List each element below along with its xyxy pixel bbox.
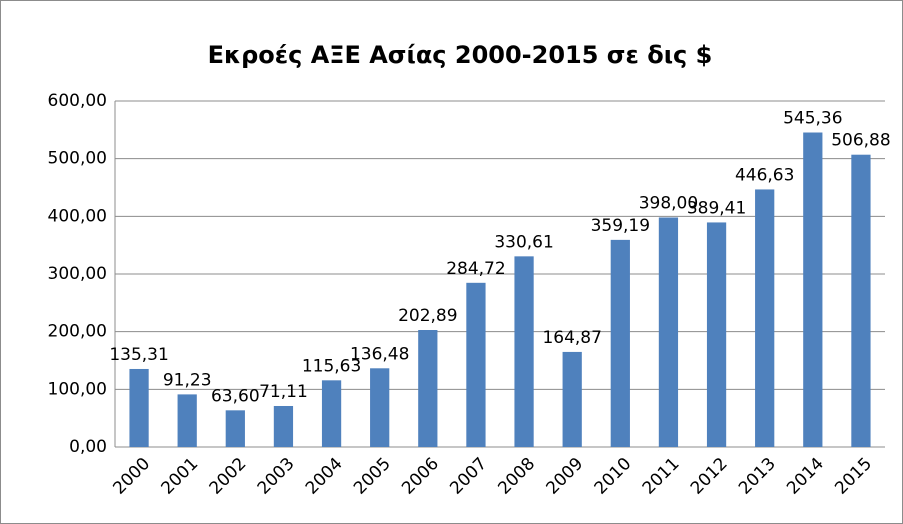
data-label: 115,63 — [302, 356, 361, 376]
y-tick-label: 100,00 — [48, 379, 107, 399]
bar — [273, 405, 294, 447]
bar — [562, 351, 582, 447]
bar — [225, 410, 245, 447]
data-label: 545,36 — [783, 109, 842, 129]
bar — [658, 217, 679, 447]
data-label: 446,63 — [735, 165, 794, 185]
data-label: 398,00 — [639, 193, 698, 213]
data-label: 284,72 — [446, 259, 505, 279]
data-label: 135,31 — [109, 345, 168, 365]
bar — [610, 239, 630, 447]
bar — [851, 154, 871, 447]
bar — [177, 394, 197, 447]
y-tick-label: 300,00 — [48, 264, 107, 284]
data-label: 91,23 — [163, 370, 212, 390]
bar — [129, 368, 149, 447]
bar — [514, 256, 534, 447]
y-tick-label: 600,00 — [48, 91, 107, 111]
y-tick-label: 400,00 — [48, 206, 107, 226]
data-label: 359,19 — [591, 216, 650, 236]
data-label: 389,41 — [687, 198, 746, 218]
bar — [803, 132, 823, 447]
bar — [370, 368, 390, 447]
bar — [706, 222, 727, 447]
bar — [466, 282, 486, 447]
y-tick-label: 200,00 — [48, 322, 107, 342]
data-label: 506,88 — [831, 131, 890, 151]
y-tick-label: 500,00 — [48, 149, 107, 169]
bar — [755, 189, 775, 447]
bar — [418, 330, 438, 447]
data-label: 164,87 — [542, 328, 601, 348]
data-label: 136,48 — [350, 344, 409, 364]
data-label: 330,61 — [494, 232, 553, 252]
data-label: 202,89 — [398, 306, 457, 326]
data-label: 63,60 — [211, 386, 260, 406]
chart-title: Εκροές ΑΞΕ Ασίας 2000-2015 σε δις $ — [208, 41, 713, 69]
y-tick-label: 0,00 — [69, 437, 107, 457]
data-label: 71,11 — [259, 382, 308, 402]
bar — [321, 380, 342, 447]
